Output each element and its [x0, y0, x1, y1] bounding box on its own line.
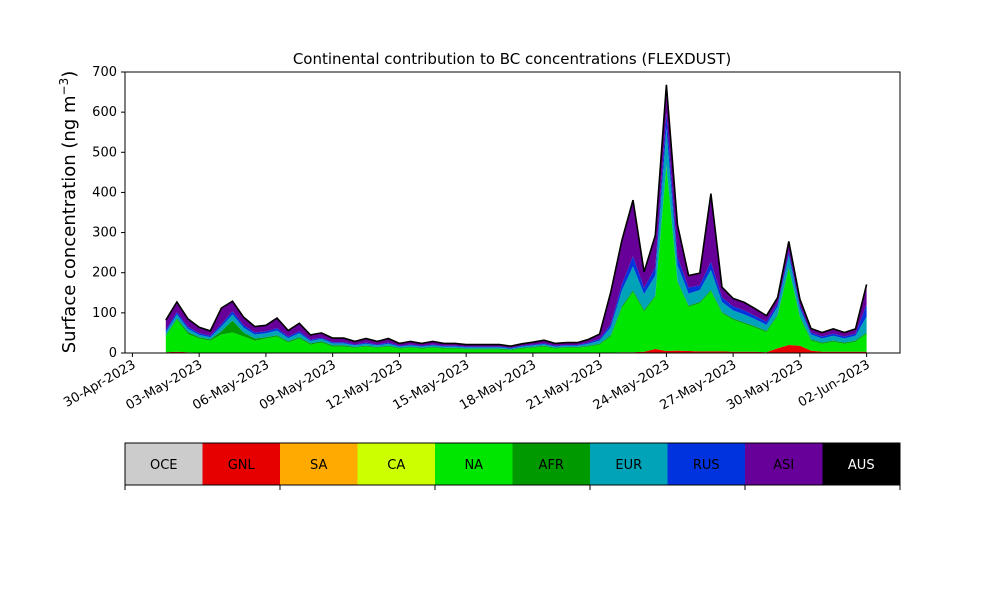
- legend-label-gnl: GNL: [228, 458, 256, 473]
- legend-swatch-sa: [280, 443, 358, 485]
- x-axis-ticks: 30-Apr-202303-May-202306-May-202309-May-…: [61, 353, 873, 413]
- y-tick-label: 200: [92, 266, 117, 281]
- legend-swatch-gnl: [202, 443, 280, 485]
- legend-label-rus: RUS: [693, 458, 720, 473]
- y-tick-label: 700: [92, 65, 117, 80]
- area-eur: [165, 129, 867, 350]
- legend-label-na: NA: [464, 458, 483, 473]
- legend-label-ca: CA: [387, 458, 405, 473]
- plot-areas: [165, 84, 867, 353]
- area-gnl: [165, 345, 867, 353]
- legend-swatch-aus: [822, 443, 900, 485]
- legend-swatch-afr: [512, 443, 590, 485]
- legend-label-aus: AUS: [848, 458, 875, 473]
- legend: OCE GNL SA CA NA AFR EUR RUS ASI AUS: [124, 442, 901, 490]
- svg-text:Surface concentration (ng m−3): Surface concentration (ng m−3): [57, 71, 80, 354]
- legend-swatch-eur: [590, 443, 668, 485]
- y-tick-label: 0: [109, 346, 117, 361]
- y-axis-label: Surface concentration (ng m−3): [57, 71, 80, 354]
- y-tick-label: 500: [92, 145, 117, 160]
- legend-label-eur: EUR: [615, 458, 642, 473]
- y-tick-label: 300: [92, 226, 117, 241]
- legend-label-asi: ASI: [773, 458, 794, 473]
- y-tick-label: 600: [92, 105, 117, 120]
- y-tick-label: 400: [92, 185, 117, 200]
- legend-swatch-oce: [125, 443, 203, 485]
- chart-title: Continental contribution to BC concentra…: [293, 50, 731, 68]
- legend-swatch-asi: [745, 443, 823, 485]
- legend-swatch-na: [435, 443, 513, 485]
- total-line-layer: [165, 84, 868, 348]
- legend-label-sa: SA: [310, 458, 327, 473]
- area-asi: [165, 84, 867, 348]
- plot-frame: [124, 71, 901, 354]
- y-axis-ticks: 0 100 200 300 400 500 600 700: [92, 65, 125, 361]
- legend-swatch-rus: [667, 443, 745, 485]
- total-line: [165, 84, 868, 348]
- y-axis-label-text: Surface concentration (ng m: [59, 95, 80, 353]
- area-na: [165, 166, 867, 353]
- area-afr: [165, 165, 867, 351]
- y-tick-label: 100: [92, 306, 117, 321]
- area-rus: [165, 112, 867, 349]
- legend-label-oce: OCE: [150, 458, 178, 473]
- x-tick-label: 02-Jun-2023: [796, 357, 873, 410]
- legend-label-afr: AFR: [539, 458, 564, 473]
- legend-frame: [124, 442, 901, 486]
- y-axis-label-close: ): [59, 71, 80, 78]
- legend-swatch-ca: [357, 443, 435, 485]
- y-axis-label-exponent: −3: [57, 78, 71, 96]
